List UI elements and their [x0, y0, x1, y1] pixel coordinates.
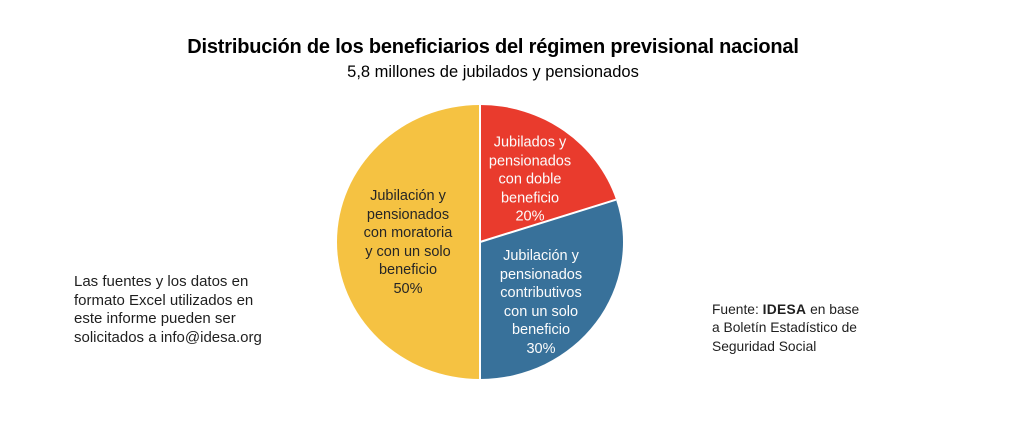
source-prefix: Fuente: [712, 302, 763, 317]
pie-slice-1 [480, 199, 623, 379]
pie-slice-label-1: Jubilación y pensionados contributivos c… [499, 248, 583, 358]
slice-separator [479, 198, 617, 243]
pie-chart [337, 105, 623, 379]
pie-slice-2 [337, 105, 480, 379]
data-request-note: Las fuentes y los datos en formato Excel… [74, 273, 262, 346]
source-brand: IDESA [762, 302, 807, 317]
chart-subtitle: 5,8 millones de jubilados y pensionados [347, 63, 639, 81]
pie-slice-0 [480, 105, 617, 242]
pie-slice-label-0: Jubilados y pensionados con doble benefi… [488, 134, 572, 225]
pie-slice-label-2: Jubilación y pensionados con moratoria y… [363, 188, 453, 298]
source-suffix: en base a Boletín Estadístico de Segurid… [712, 302, 860, 354]
chart-title: Distribución de los beneficiarios del ré… [187, 36, 799, 58]
source-note: Fuente: IDESA en base a Boletín Estadíst… [712, 301, 859, 356]
